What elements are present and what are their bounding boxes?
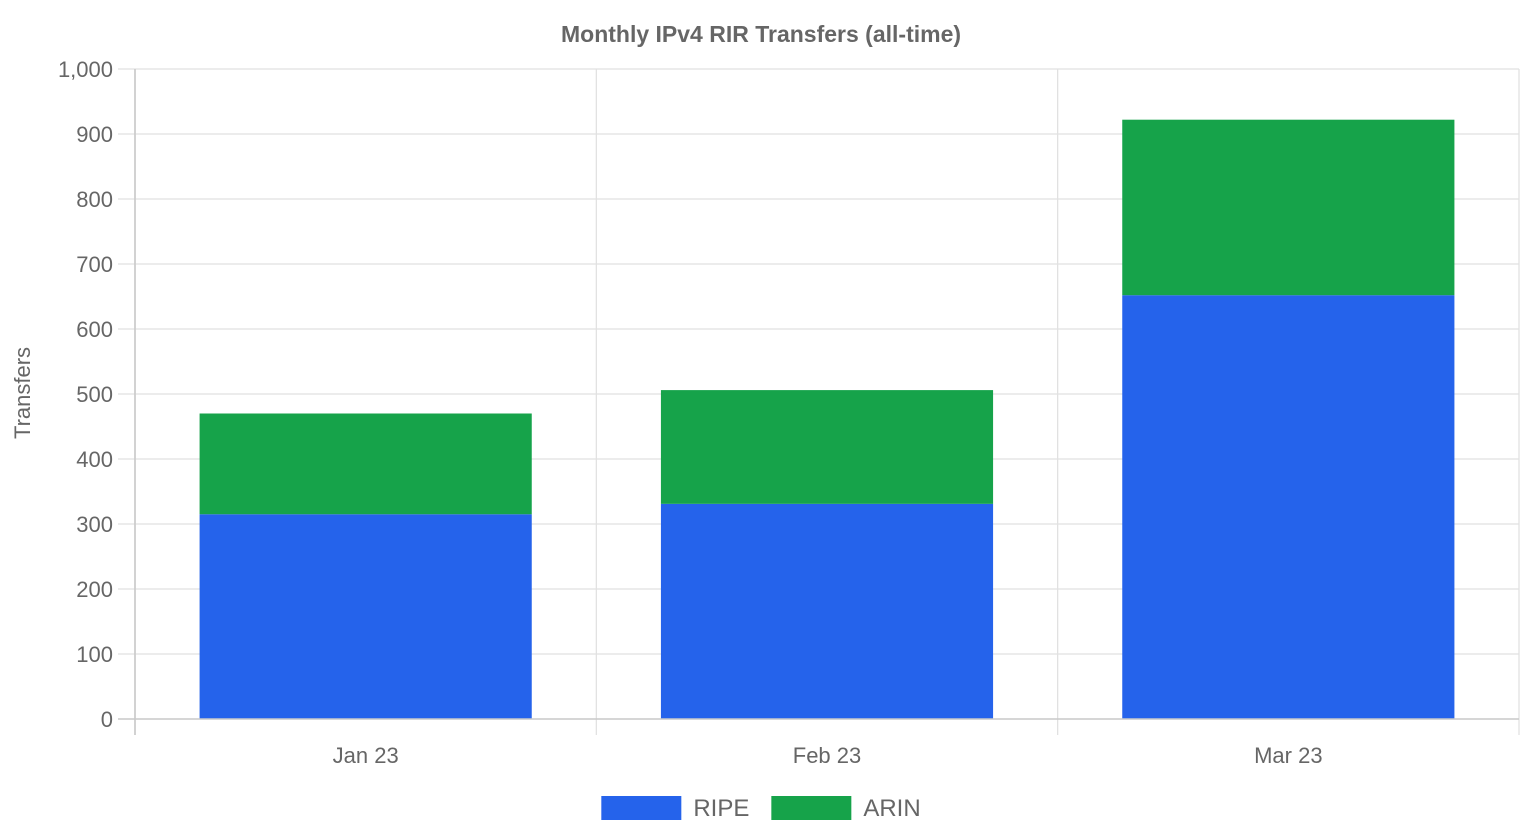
legend[interactable]: RIPE ARIN (601, 795, 921, 822)
y-tick-label: 800 (76, 187, 113, 212)
legend-swatch-arin (771, 796, 852, 820)
y-tick-label: 200 (76, 577, 113, 602)
x-tick-label: Feb 23 (793, 743, 862, 768)
legend-item-ripe[interactable]: RIPE (601, 795, 749, 822)
bar-arin-feb-23[interactable] (660, 390, 994, 504)
bar-ripe-jan-23[interactable] (199, 514, 532, 719)
bar-ripe-mar-23[interactable] (1122, 295, 1455, 719)
x-axis-ticks: Jan 23 Feb 23 Mar 23 (333, 743, 1323, 768)
legend-label-arin: ARIN (863, 795, 920, 822)
y-tick-label: 0 (101, 707, 113, 732)
bar-arin-jan-23[interactable] (199, 413, 532, 515)
y-tick-label: 300 (76, 512, 113, 537)
axes (118, 69, 1519, 735)
legend-swatch-ripe (601, 796, 682, 820)
y-tick-label: 700 (76, 252, 113, 277)
legend-item-arin[interactable]: ARIN (771, 795, 921, 822)
y-axis-ticks: 0 100 200 300 400 500 600 700 800 900 1,000 (58, 57, 113, 732)
x-tick-label: Mar 23 (1254, 743, 1322, 768)
chart-title: Monthly IPv4 RIR Transfers (all-time) (561, 21, 961, 47)
y-axis-title: Transfers (10, 347, 35, 439)
bar-arin-mar-23[interactable] (1122, 119, 1455, 296)
y-tick-label: 1,000 (58, 57, 113, 82)
bars (199, 119, 1455, 719)
y-tick-label: 900 (76, 122, 113, 147)
y-tick-label: 500 (76, 382, 113, 407)
y-tick-label: 100 (76, 642, 113, 667)
x-tick-label: Jan 23 (333, 743, 399, 768)
y-tick-label: 400 (76, 447, 113, 472)
legend-label-ripe: RIPE (693, 795, 749, 822)
y-tick-label: 600 (76, 317, 113, 342)
bar-ripe-feb-23[interactable] (660, 503, 994, 719)
